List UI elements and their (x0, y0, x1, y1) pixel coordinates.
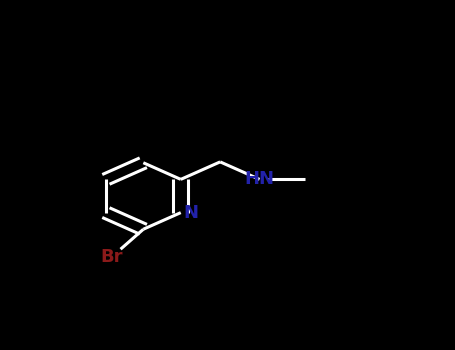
Text: N: N (183, 204, 198, 222)
Text: HN: HN (245, 170, 274, 188)
Text: Br: Br (100, 248, 123, 266)
